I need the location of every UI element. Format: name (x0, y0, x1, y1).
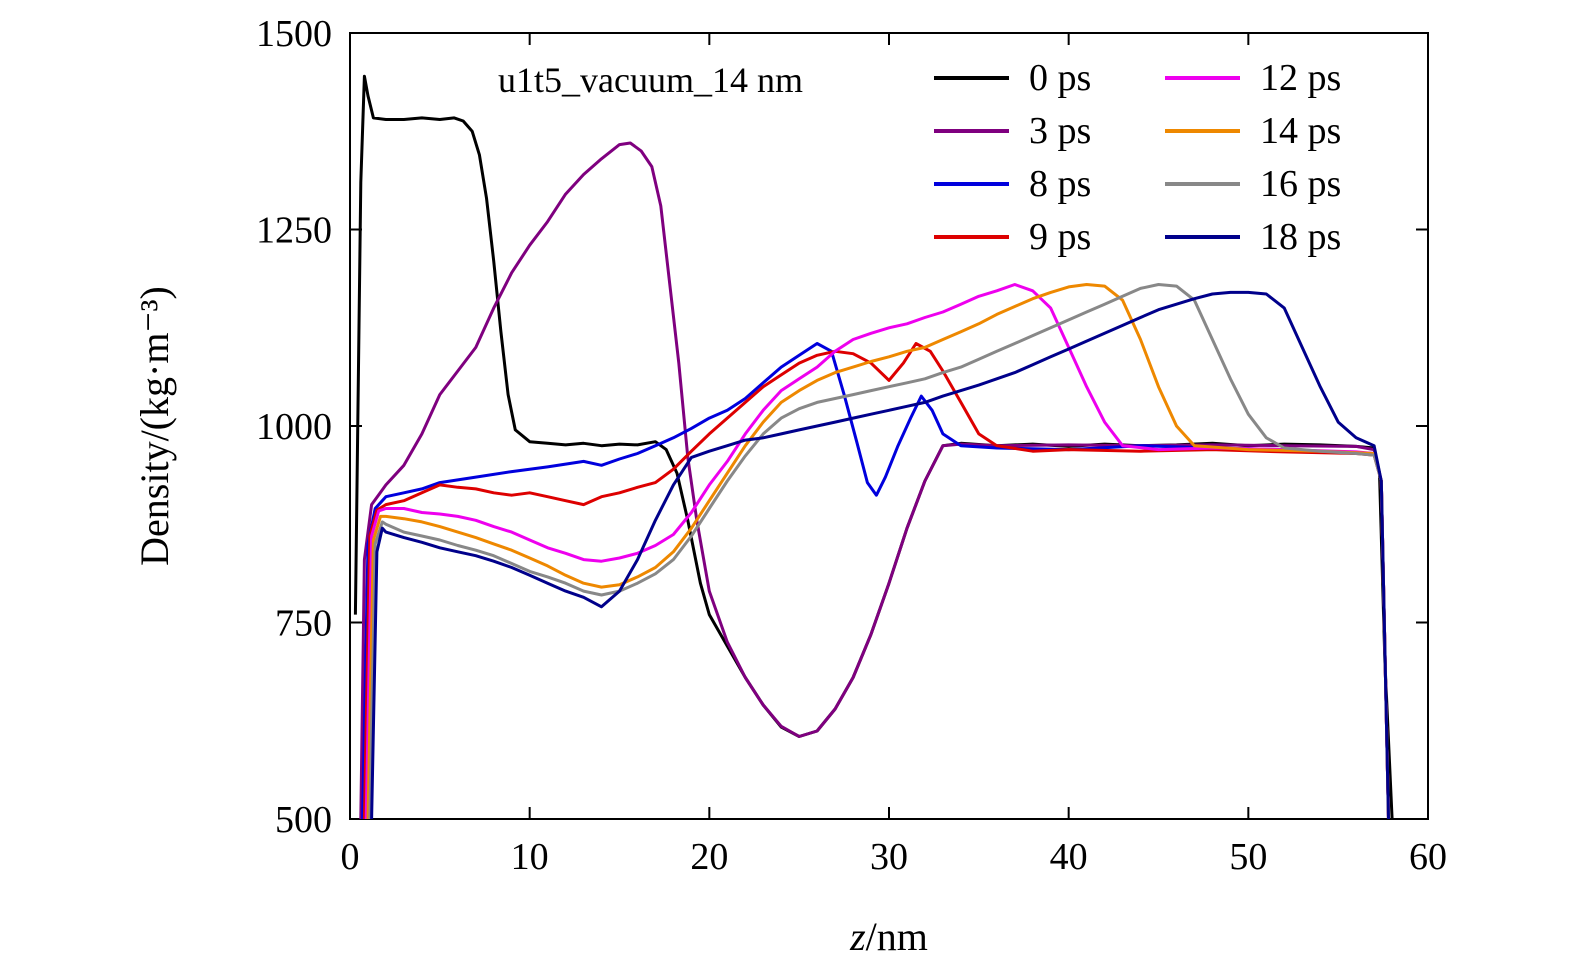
legend-label: 9 ps (1029, 216, 1091, 258)
series-line-8-ps (361, 342, 1390, 820)
legend-label: 18 ps (1260, 216, 1341, 258)
series-line-12-ps (364, 283, 1390, 820)
series-line-9-ps (362, 342, 1390, 820)
legend: 0 ps 3 ps 8 ps 9 ps 12 ps 14 ps 16 ps 18 ps (934, 57, 1341, 258)
series-layer (353, 74, 1394, 820)
x-tick-label: 10 (511, 836, 549, 878)
axis-ticks: 0 10 20 30 40 50 60 500 750 1000 1250 1500 (256, 13, 1447, 878)
y-tick-label: 500 (275, 799, 332, 841)
y-tick-label: 750 (275, 603, 332, 645)
chart-annotation: u1t5_vacuum_14 nm (498, 60, 803, 100)
series-line-14-ps (366, 283, 1390, 820)
x-tick-label: 60 (1409, 836, 1447, 878)
legend-label: 12 ps (1260, 57, 1341, 99)
y-tick-label: 1000 (256, 406, 332, 448)
x-tick-label: 20 (690, 836, 728, 878)
legend-label: 0 ps (1029, 57, 1091, 99)
series-line-18-ps (370, 290, 1390, 820)
x-tick-label: 0 (341, 836, 360, 878)
x-tick-label: 30 (870, 836, 908, 878)
y-axis-title: Density/(kg·m⁻³) (132, 286, 177, 566)
y-tick-label: 1250 (256, 210, 332, 252)
series-line-16-ps (368, 283, 1390, 820)
legend-label: 8 ps (1029, 163, 1091, 205)
legend-label: 16 ps (1260, 163, 1341, 205)
x-tick-label: 40 (1050, 836, 1088, 878)
y-tick-label: 1500 (256, 13, 332, 55)
x-axis-title: z/nm (849, 914, 928, 959)
legend-label: 3 ps (1029, 110, 1091, 152)
legend-label: 14 ps (1260, 110, 1341, 152)
series-line-3-ps (359, 141, 1390, 820)
x-tick-label: 50 (1229, 836, 1267, 878)
